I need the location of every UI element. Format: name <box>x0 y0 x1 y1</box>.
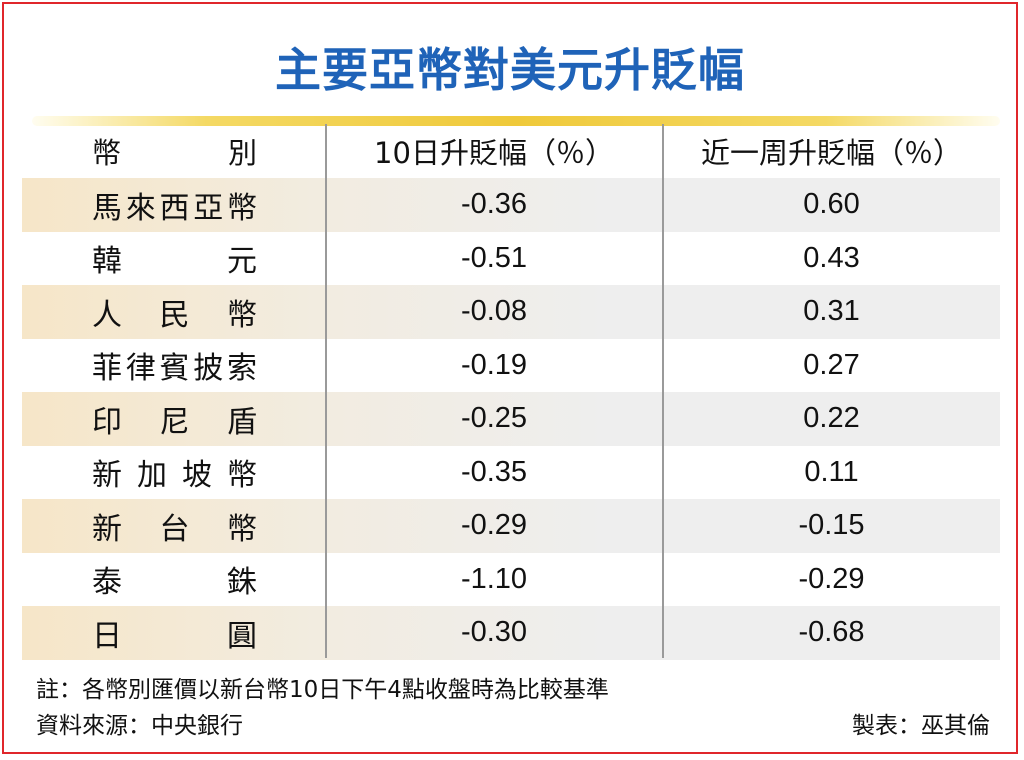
chart-title: 主要亞幣對美元升貶幅 <box>275 43 745 97</box>
column-divider <box>662 124 664 658</box>
value-week-change: -0.68 <box>798 616 865 649</box>
table-row: 新台幣 -0.29 -0.15 <box>22 499 1000 553</box>
value-10day-change: -0.19 <box>460 348 528 381</box>
value-week-change: 0.11 <box>804 455 859 488</box>
value-week-change: 0.31 <box>803 295 860 328</box>
currency-name: 新台幣 <box>92 511 257 547</box>
table-row: 菲律賓披索 -0.19 0.27 <box>22 339 1000 393</box>
currency-table: 幣 別 10日升貶幅（％） 近一周升貶幅（％） 馬來西亞幣 -0.36 0.60 韓 … <box>22 124 1000 660</box>
currency-name: 日 圓 <box>92 618 257 654</box>
value-week-change: 0.27 <box>803 348 860 381</box>
value-10day-change: -0.30 <box>460 616 528 649</box>
title-underline <box>32 116 1000 126</box>
table-header-row: 幣 別 10日升貶幅（％） 近一周升貶幅（％） <box>22 124 1000 178</box>
value-week-change: -0.29 <box>798 562 865 595</box>
value-10day-change: -0.35 <box>460 455 528 488</box>
header-week-change: 近一周升貶幅（％） <box>700 136 962 170</box>
currency-name: 印尼盾 <box>92 404 257 440</box>
value-10day-change: -1.10 <box>460 562 528 595</box>
currency-name: 人民幣 <box>92 297 257 333</box>
value-10day-change: -0.25 <box>460 402 528 435</box>
table-body: 馬來西亞幣 -0.36 0.60 韓 元 -0.51 0.43 人民幣 -0.08 0.31 菲律… <box>22 178 1000 660</box>
header-10day-change: 10日升貶幅（％） <box>374 136 614 170</box>
table-row: 馬來西亞幣 -0.36 0.60 <box>22 178 1000 232</box>
value-week-change: 0.60 <box>803 188 860 221</box>
currency-name: 菲律賓披索 <box>92 351 257 387</box>
table-row: 新加坡幣 -0.35 0.11 <box>22 446 1000 500</box>
table-row: 人民幣 -0.08 0.31 <box>22 285 1000 339</box>
header-currency: 幣 別 <box>92 136 257 170</box>
currency-name: 韓 元 <box>92 244 257 280</box>
value-week-change: -0.15 <box>798 509 865 542</box>
table-row: 泰 銖 -1.10 -0.29 <box>22 553 1000 607</box>
table-row: 印尼盾 -0.25 0.22 <box>22 392 1000 446</box>
value-week-change: 0.43 <box>803 241 860 274</box>
value-10day-change: -0.36 <box>460 188 528 221</box>
data-source: 資料來源：中央銀行 <box>36 713 243 739</box>
table-row: 日 圓 -0.30 -0.68 <box>22 606 1000 660</box>
chart-credit: 製表：巫其倫 <box>852 713 990 739</box>
value-10day-change: -0.51 <box>460 241 528 274</box>
value-week-change: 0.22 <box>803 402 860 435</box>
currency-name: 馬來西亞幣 <box>92 190 257 226</box>
value-10day-change: -0.29 <box>460 509 528 542</box>
value-10day-change: -0.08 <box>460 295 528 328</box>
currency-name: 泰 銖 <box>92 565 257 601</box>
footnote: 註：各幣別匯價以新台幣10日下午4點收盤時為比較基準 <box>36 677 609 703</box>
currency-name: 新加坡幣 <box>92 458 257 494</box>
column-divider <box>325 124 327 658</box>
table-row: 韓 元 -0.51 0.43 <box>22 232 1000 286</box>
